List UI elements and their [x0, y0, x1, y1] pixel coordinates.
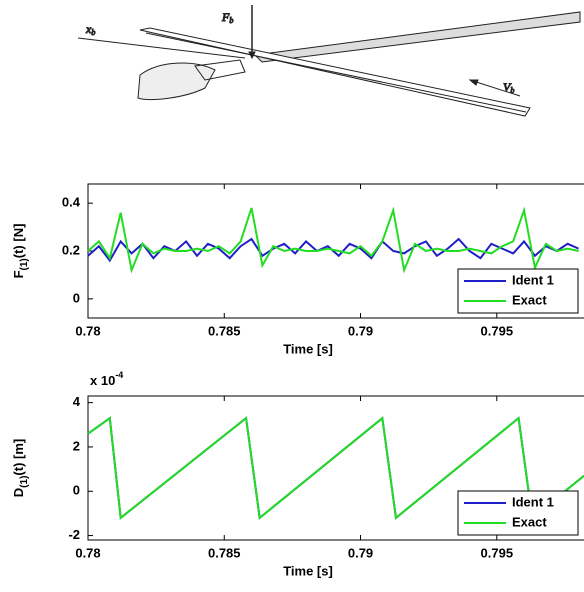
- legend-box: [457, 268, 579, 314]
- y-tick-label: 0: [73, 290, 80, 305]
- multiplier-exp: -4: [115, 370, 123, 380]
- legend-label: Exact: [512, 292, 547, 307]
- fingers: [194, 59, 246, 81]
- y-tick-label: -2: [68, 527, 80, 542]
- velocity-label: Vb: [503, 80, 514, 95]
- legend-box: [457, 490, 579, 536]
- hand: [137, 62, 216, 101]
- legend-label: Ident 1: [512, 494, 554, 509]
- beam-edge: [145, 32, 527, 113]
- arrow-head: [468, 79, 479, 86]
- data-line: [87, 206, 579, 274]
- legend-label: Exact: [512, 514, 547, 529]
- x-tick-label: 0.79: [348, 545, 373, 560]
- y-tick-label: 4: [73, 394, 81, 409]
- y-label-rest: (t) [m]: [11, 439, 26, 476]
- y-label-main: F: [11, 270, 26, 278]
- y-tick-label: 2: [73, 438, 80, 453]
- x-tick-label: 0.795: [481, 323, 514, 338]
- beam-diagram: Fb xb Vb: [77, 5, 581, 117]
- y-label-rest: (t) [N]: [11, 224, 26, 259]
- x-tick-label: 0.78: [75, 545, 100, 560]
- position-label: xb: [85, 22, 95, 37]
- x-tick-label: 0.795: [481, 545, 514, 560]
- data-line: [87, 237, 579, 263]
- blade: [253, 11, 581, 63]
- x-tick-label: 0.79: [348, 323, 373, 338]
- y-axis-label: D(1)(t) [m]: [11, 439, 29, 497]
- y-label-sub: (1): [19, 476, 30, 488]
- y-axis-label: F(1)(t) [N]: [11, 224, 29, 279]
- velocity-arrow: [469, 79, 521, 97]
- x-tick-label: 0.785: [208, 545, 241, 560]
- y-tick-label: 0.2: [62, 242, 80, 257]
- y-tick-label: 0.4: [62, 195, 81, 210]
- plot-frame: [87, 395, 584, 541]
- x-tick-label: 0.785: [208, 323, 241, 338]
- multiplier-base: x 10: [90, 373, 115, 388]
- force-label: Fb: [221, 10, 233, 25]
- x-axis-label: Time [s]: [283, 563, 333, 578]
- y-label-sub: (1): [19, 258, 30, 270]
- x-axis-label: Time [s]: [283, 341, 333, 356]
- dimension-line: [77, 37, 246, 59]
- legend-label: Ident 1: [512, 272, 554, 287]
- y-tick-label: 0: [73, 483, 80, 498]
- data-line: [87, 416, 584, 520]
- x-tick-label: 0.78: [75, 323, 100, 338]
- arrow-head: [248, 51, 256, 60]
- y-label-main: D: [11, 488, 26, 497]
- axis-multiplier: x 10-4: [90, 370, 123, 388]
